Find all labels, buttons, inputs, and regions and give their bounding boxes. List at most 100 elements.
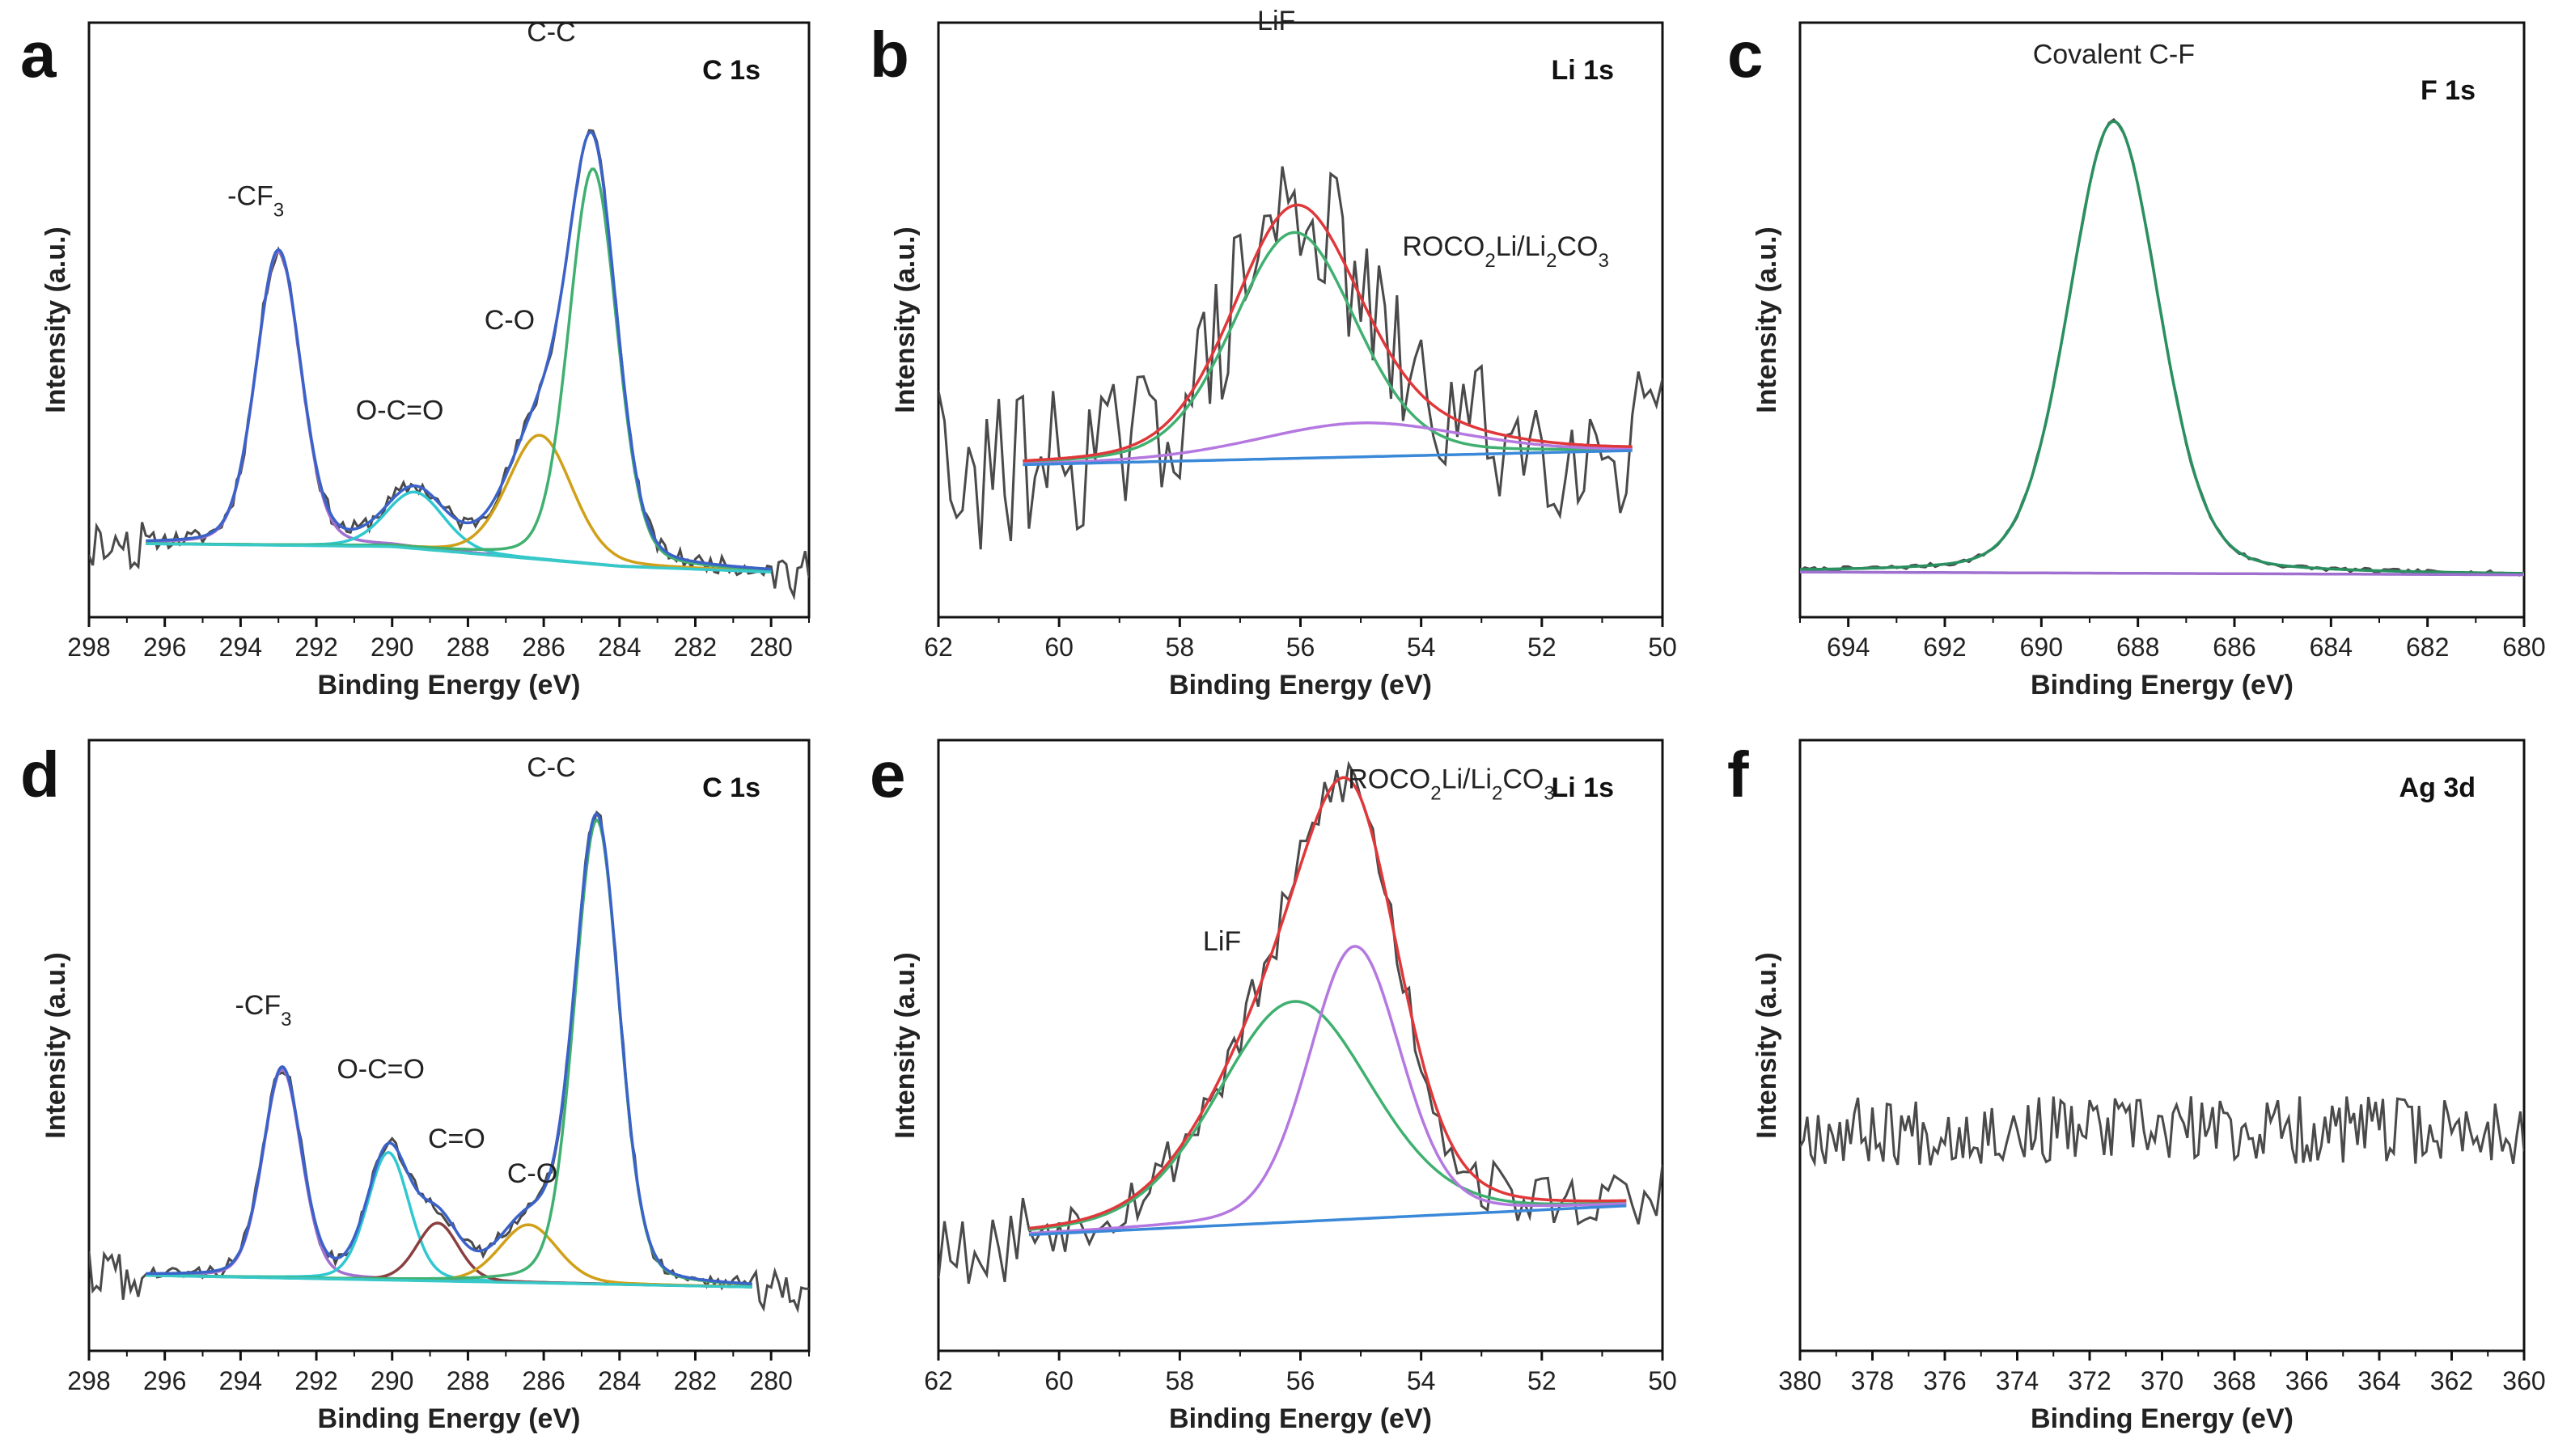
x-tick-label: 60 xyxy=(1044,1366,1074,1395)
peak-label: O-C=O xyxy=(356,396,444,426)
x-tick-label: 60 xyxy=(1044,633,1074,662)
x-tick-label: 286 xyxy=(522,1366,565,1395)
x-tick-label: 686 xyxy=(2213,633,2255,662)
plot-area xyxy=(89,129,809,601)
x-tick-label: 288 xyxy=(447,633,489,662)
x-tick-label: 62 xyxy=(924,1366,953,1395)
x-tick-label: 50 xyxy=(1648,633,1677,662)
peak-label: -CF3 xyxy=(235,990,291,1031)
fit-envelope xyxy=(1023,203,1633,463)
peak-label: C-O xyxy=(485,305,535,336)
plot-frame xyxy=(1798,739,2526,1352)
x-tick-label: 280 xyxy=(749,633,792,662)
background-line xyxy=(146,542,772,574)
plot-area xyxy=(938,760,1662,1285)
peak-label: LiF xyxy=(1257,6,1295,36)
raw-spectrum xyxy=(89,810,809,1314)
x-tick-label: 296 xyxy=(143,1366,186,1395)
raw-spectrum xyxy=(1800,1096,2524,1168)
y-axis-title: Intensity (a.u.) xyxy=(40,226,71,413)
x-tick-label: 296 xyxy=(143,633,186,662)
panel-f: f 380 378 376 374 372 370 368 366 364 362 360 Bindin… xyxy=(1727,739,2546,1434)
panel-letter: f xyxy=(1727,739,1749,811)
plot-frame xyxy=(1798,21,2526,619)
peak-label: ROCO2Li/Li2CO3 xyxy=(1402,231,1608,272)
peak-label: -CF3 xyxy=(227,180,284,221)
fit-roco2li-li2co3 xyxy=(1028,945,1627,1235)
x-axis-title: Binding Energy (eV) xyxy=(1169,670,1432,700)
core-level-label: F 1s xyxy=(2421,75,2476,106)
fit-covalent-c-f xyxy=(1800,120,2524,575)
background-line xyxy=(146,1274,752,1289)
x-tick-label: 374 xyxy=(1996,1366,2039,1395)
background-line xyxy=(1028,1204,1627,1237)
plot-area xyxy=(938,166,1662,550)
fit-lif xyxy=(1023,231,1633,463)
panel-letter: e xyxy=(870,739,906,811)
plot-frame xyxy=(87,21,811,619)
plot-frame xyxy=(937,739,1664,1352)
x-tick-label: 282 xyxy=(674,1366,717,1395)
x-tick-label: 292 xyxy=(294,633,337,662)
x-axis-title: Binding Energy (eV) xyxy=(318,1403,581,1434)
x-tick-label: 294 xyxy=(219,1366,262,1395)
panel-letter: d xyxy=(20,739,60,811)
x-tick-label: 692 xyxy=(1923,633,1966,662)
x-tick-label: 282 xyxy=(674,633,717,662)
plot-area xyxy=(1800,117,2524,577)
core-level-label: Li 1s xyxy=(1552,55,1614,86)
peak-label: LiF xyxy=(1203,926,1241,957)
raw-spectrum xyxy=(89,129,809,601)
fit-roco2li-li2co3 xyxy=(1023,421,1633,466)
x-tick-label: 52 xyxy=(1527,633,1557,662)
peak-label: O-C=O xyxy=(337,1054,425,1085)
core-level-label: C 1s xyxy=(702,772,760,803)
plot-area xyxy=(89,810,809,1314)
panel-letter: b xyxy=(870,19,909,91)
x-tick-label: 286 xyxy=(522,633,565,662)
x-tick-label: 690 xyxy=(2020,633,2063,662)
x-tick-label: 298 xyxy=(67,1366,110,1395)
x-axis-title: Binding Energy (eV) xyxy=(1169,1403,1432,1434)
panel-d: d 298 296 294 292 290 288 286 284 282 280 Binding E… xyxy=(20,739,811,1434)
x-tick-label: 362 xyxy=(2430,1366,2473,1395)
fit-c-c xyxy=(146,818,752,1286)
raw-spectrum xyxy=(1800,117,2524,577)
x-tick-label: 292 xyxy=(294,1366,337,1395)
raw-spectrum xyxy=(938,760,1662,1285)
fit-c-c xyxy=(146,167,772,572)
x-tick-label: 294 xyxy=(219,633,262,662)
x-tick-label: 298 xyxy=(67,633,110,662)
x-tick-label: 372 xyxy=(2068,1366,2111,1395)
fit-envelope xyxy=(146,812,752,1285)
x-tick-label: 62 xyxy=(924,633,953,662)
panel-e: e 62 60 58 56 54 52 50 Binding Energy (eV) Intens… xyxy=(870,739,1677,1434)
x-tick-label: 50 xyxy=(1648,1366,1677,1395)
y-axis-title: Intensity (a.u.) xyxy=(40,952,71,1138)
x-tick-label: 290 xyxy=(371,633,413,662)
core-level-label: Li 1s xyxy=(1552,772,1614,803)
peak-label: ROCO2Li/Li2CO3 xyxy=(1348,764,1554,804)
peak-label: C-O xyxy=(507,1158,557,1189)
fit-envelope xyxy=(1028,776,1627,1230)
peak-label: C-C xyxy=(527,17,575,48)
x-axis-title: Binding Energy (eV) xyxy=(2031,1403,2294,1434)
y-axis-title: Intensity (a.u.) xyxy=(1751,952,1782,1138)
x-tick-label: 288 xyxy=(447,1366,489,1395)
x-tick-label: 680 xyxy=(2502,633,2545,662)
panel-a: a 298 296 294 292 290 288 286 284 282 280 Binding E… xyxy=(20,17,811,700)
x-tick-label: 284 xyxy=(598,633,641,662)
peak-label: C-C xyxy=(527,752,575,783)
x-tick-label: 280 xyxy=(749,1366,792,1395)
peak-label: C=O xyxy=(428,1124,485,1154)
x-tick-label: 380 xyxy=(1778,1366,1821,1395)
x-tick-label: 378 xyxy=(1851,1366,1894,1395)
x-tick-label: 284 xyxy=(598,1366,641,1395)
x-tick-label: 688 xyxy=(2116,633,2159,662)
fit-lif xyxy=(1028,1000,1627,1232)
fit-envelope xyxy=(146,130,772,571)
x-tick-label: 368 xyxy=(2213,1366,2255,1395)
background-line xyxy=(1800,570,2524,577)
x-tick-label: 370 xyxy=(2141,1366,2183,1395)
